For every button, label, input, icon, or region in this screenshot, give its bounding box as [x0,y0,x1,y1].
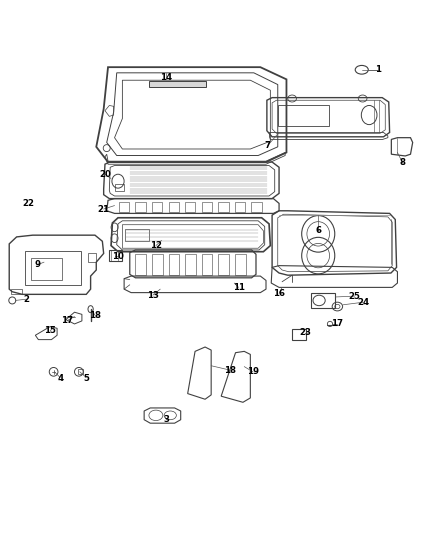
Text: 8: 8 [399,158,406,167]
Bar [125,229,149,241]
Text: 6: 6 [315,227,321,235]
Text: 21: 21 [98,205,110,214]
Text: 16: 16 [273,289,285,298]
Bar [152,254,163,275]
Bar [235,202,245,212]
Text: 4: 4 [57,374,63,383]
Text: 25: 25 [349,292,361,301]
Text: 9: 9 [35,260,40,269]
Text: 17: 17 [331,319,343,328]
Text: 20: 20 [99,169,111,179]
Text: 11: 11 [233,283,244,292]
Bar [185,202,195,212]
Text: 15: 15 [44,326,56,335]
Text: 18: 18 [224,366,236,375]
Bar [201,254,212,275]
Bar [135,254,146,275]
Text: 13: 13 [147,290,159,300]
Bar [278,106,329,126]
Bar [235,254,246,275]
Bar [201,202,212,212]
Bar [149,81,206,87]
Text: 19: 19 [247,367,259,376]
Text: 7: 7 [265,141,271,150]
Text: 23: 23 [299,328,311,337]
Text: 12: 12 [150,241,162,250]
Bar [218,202,229,212]
Text: 24: 24 [357,298,370,306]
Bar [152,202,162,212]
Bar [251,202,261,212]
Bar [115,184,124,191]
Bar [31,258,62,280]
Text: 10: 10 [112,252,124,261]
Text: 1: 1 [375,65,381,74]
Bar [135,202,146,212]
Bar [110,250,121,261]
Bar [311,293,335,308]
Text: 5: 5 [83,374,89,383]
Bar [25,251,81,285]
Bar [185,254,196,275]
Text: 17: 17 [61,316,74,325]
Bar [78,369,83,375]
Bar [119,202,129,212]
Bar [292,329,306,340]
Bar [218,254,229,275]
Text: 3: 3 [164,415,170,424]
Bar [169,254,180,275]
Bar [169,202,179,212]
Text: 2: 2 [24,295,30,304]
Text: 22: 22 [22,199,34,208]
Text: 18: 18 [89,311,101,320]
Text: 14: 14 [160,72,172,82]
